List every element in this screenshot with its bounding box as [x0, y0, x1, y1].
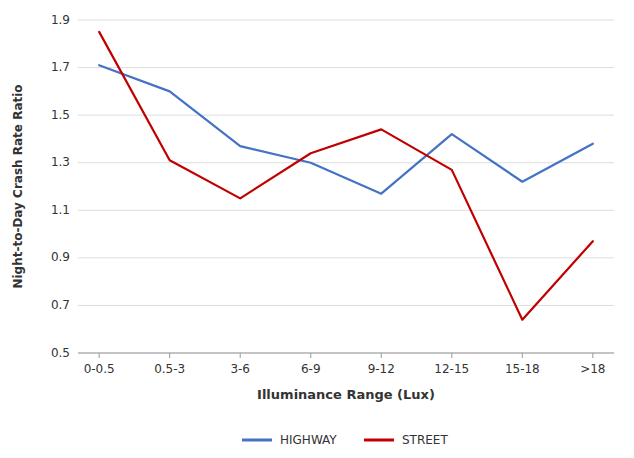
x-tick [381, 353, 382, 358]
grid-line [78, 67, 614, 68]
y-tick-label: 0.5 [51, 346, 70, 360]
x-tick [169, 353, 170, 358]
y-tick-label: 1.3 [51, 155, 70, 169]
chart-container: 0.5 0.7 0.9 1.1 1.3 1.5 1.7 1.9 0-0.5 0.5-3 3-6 6-9… [0, 0, 634, 458]
grid-line [78, 353, 614, 354]
y-axis-title: Night-to-Day Crash Rate Ratio [11, 84, 25, 288]
x-axis-line [78, 353, 614, 354]
grid-line [78, 210, 614, 211]
x-tick [451, 353, 452, 358]
y-tick-label: 1.9 [51, 13, 70, 27]
legend-swatch [364, 439, 394, 442]
x-tick [99, 353, 100, 358]
chart-svg: 0.5 0.7 0.9 1.1 1.3 1.5 1.7 1.9 0-0.5 0.5-3 3-6 6-9… [0, 0, 634, 458]
x-tick [240, 353, 241, 358]
x-tick [522, 353, 523, 358]
y-tick-label: 1.1 [51, 203, 70, 217]
legend-swatch [242, 439, 272, 442]
x-tick [310, 353, 311, 358]
grid-line [78, 20, 614, 21]
legend-label: HIGHWAY [280, 433, 337, 447]
x-tick [592, 353, 593, 358]
legend-item: HIGHWAY [242, 433, 337, 447]
x-axis: 0-0.5 0.5-3 3-6 6-9 9-12 12-15 15-18 >18 [78, 353, 614, 376]
series-line [99, 65, 593, 193]
series-line [99, 32, 593, 320]
legend-label: STREET [402, 433, 448, 447]
x-tick-label: 0.5-3 [154, 362, 185, 376]
x-tick-label: 6-9 [301, 362, 321, 376]
y-tick-label: 1.7 [51, 60, 70, 74]
x-tick-label: 15-18 [505, 362, 540, 376]
x-tick-label: 9-12 [368, 362, 395, 376]
grid-line [78, 115, 614, 116]
grid-line [78, 257, 614, 258]
y-axis: 0.5 0.7 0.9 1.1 1.3 1.5 1.7 1.9 [51, 13, 614, 360]
x-axis-title: Illuminance Range (Lux) [257, 387, 435, 402]
legend-item: STREET [364, 433, 448, 447]
grid-line [78, 162, 614, 163]
series-group [99, 32, 593, 320]
y-tick-label: 0.9 [51, 250, 70, 264]
y-tick-label: 0.7 [51, 298, 70, 312]
y-tick-label: 1.5 [51, 108, 70, 122]
legend: HIGHWAY STREET [242, 433, 448, 447]
x-tick-label: 0-0.5 [84, 362, 115, 376]
x-tick-label: >18 [580, 362, 605, 376]
x-tick-label: 12-15 [434, 362, 469, 376]
x-tick-label: 3-6 [230, 362, 250, 376]
